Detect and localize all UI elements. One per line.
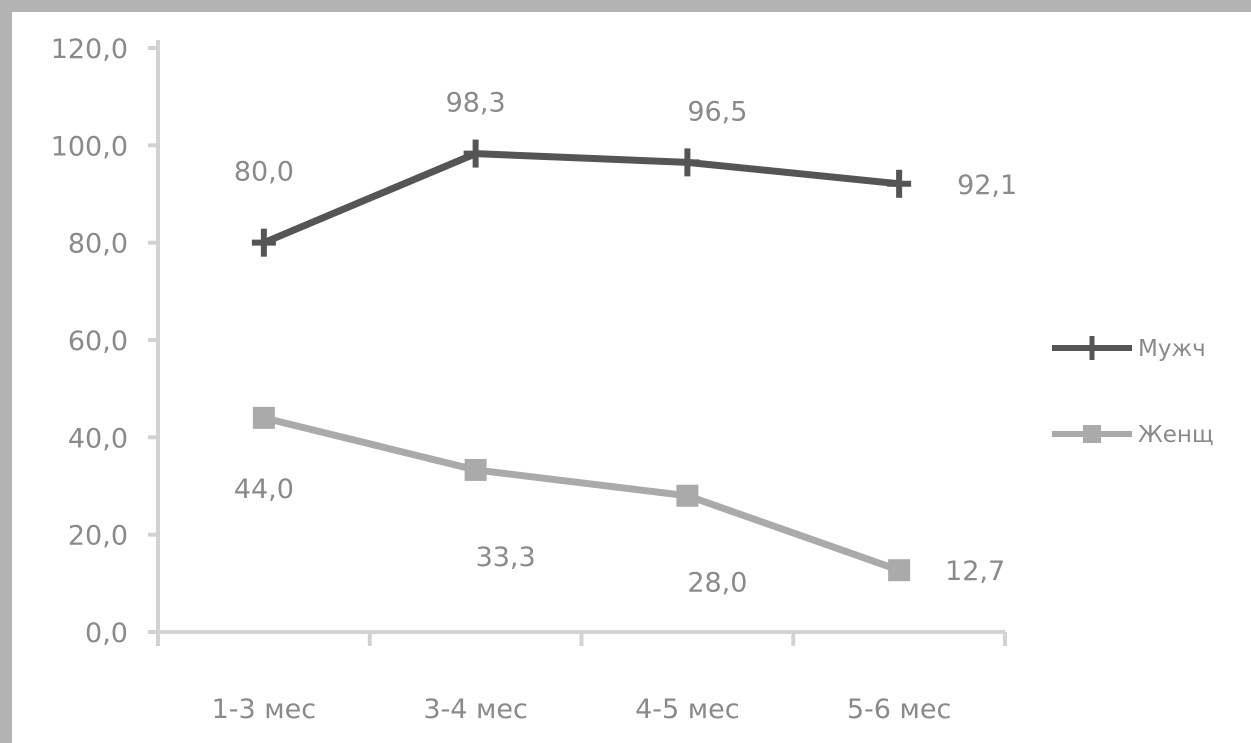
- data-label: 44,0: [234, 474, 294, 505]
- legend-label: Мужч: [1138, 336, 1206, 362]
- data-point: [887, 169, 912, 198]
- data-label: 96,5: [687, 96, 747, 127]
- y-tick-label: 0,0: [85, 618, 128, 649]
- y-tick-label: 120,0: [51, 34, 128, 65]
- data-label: 80,0: [234, 157, 294, 188]
- y-tick-label: 100,0: [51, 131, 128, 162]
- chart-legend: Мужч Женщ: [1052, 336, 1214, 448]
- data-label: 28,0: [687, 568, 747, 599]
- chart-border-top: [0, 0, 1251, 12]
- data-point: [463, 139, 488, 168]
- y-tick-label: 80,0: [68, 229, 128, 260]
- series-line-0: [262, 150, 900, 246]
- legend-marker: [1083, 425, 1101, 443]
- data-point: [888, 559, 911, 582]
- data-label: 12,7: [945, 556, 1005, 587]
- data-point: [464, 458, 487, 481]
- data-point: [251, 228, 276, 257]
- chart-series: [251, 139, 912, 582]
- data-label: 98,3: [446, 88, 506, 119]
- y-tick-label: 40,0: [68, 423, 128, 454]
- data-point: [676, 484, 699, 507]
- series-line-1: [263, 414, 901, 574]
- y-tick-label: 60,0: [68, 326, 128, 357]
- data-label: 92,1: [957, 170, 1017, 201]
- chart-axes: 0,0 20,0 40,0 60,0 80,0 100,0 120,0 1-3 мес 3-4 …: [51, 34, 1007, 725]
- y-tick-label: 20,0: [68, 521, 128, 552]
- x-category-label: 3-4 мес: [423, 694, 528, 725]
- chart-border-left: [0, 0, 12, 743]
- x-category-label: 1-3 мес: [212, 694, 317, 725]
- data-label: 33,3: [476, 542, 536, 573]
- data-point: [252, 406, 275, 429]
- chart-data-labels: 80,0 98,3 96,5 92,1 44,0 33,3 28,0 12,7: [234, 88, 1017, 599]
- x-category-label: 4-5 мес: [635, 694, 740, 725]
- legend-item: Женщ: [1052, 422, 1214, 448]
- data-point: [675, 148, 700, 177]
- legend-item: Мужч: [1052, 336, 1206, 362]
- legend-label: Женщ: [1138, 422, 1214, 448]
- x-category-label: 5-6 мес: [847, 694, 952, 725]
